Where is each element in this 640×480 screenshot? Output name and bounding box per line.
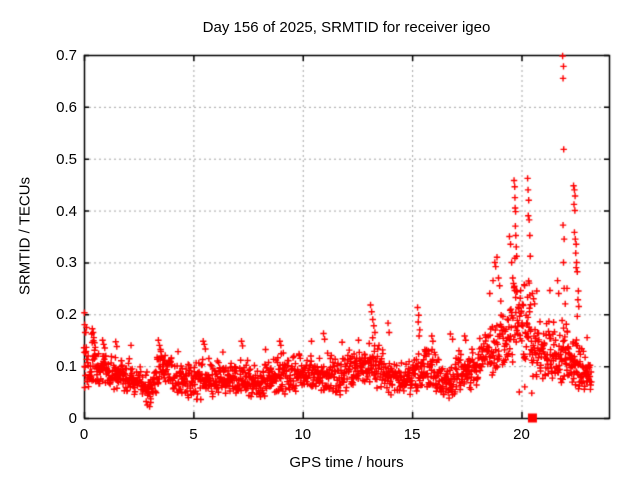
y-tick-label-0.7: 0.7 (56, 47, 77, 64)
y-tick-label-0: 0 (68, 410, 77, 427)
y-tick-label-0.5: 0.5 (56, 150, 77, 168)
y-axis-label: SRMTID / TECUs (16, 176, 34, 296)
x-tick-label-20: 20 (513, 426, 530, 443)
x-axis-label: GPS time / hours (289, 454, 404, 471)
y-tick-label-0.4: 0.4 (56, 202, 77, 220)
x-tick-label-0: 0 (79, 426, 89, 443)
x-tick-label-10: 10 (294, 426, 312, 443)
chart-title: Day 156 of 2025, SRMTID for receiver ige… (202, 19, 491, 36)
y-tick-label-0.2: 0.2 (56, 306, 77, 324)
x-tick-label-5: 5 (189, 426, 198, 443)
y-tick-label-0.3: 0.3 (56, 254, 77, 272)
y-tick-label-0.1: 0.1 (56, 358, 77, 376)
y-tick-label-0.6: 0.6 (56, 98, 77, 116)
x-tick-label-15: 15 (403, 426, 421, 443)
